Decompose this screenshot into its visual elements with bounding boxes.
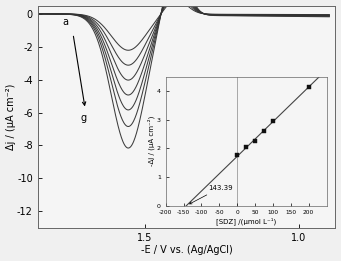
X-axis label: -E / V vs. (Ag/AgCl): -E / V vs. (Ag/AgCl): [141, 245, 233, 256]
Text: a: a: [62, 17, 68, 27]
Y-axis label: Δj / (μA cm⁻²): Δj / (μA cm⁻²): [5, 84, 16, 150]
Text: g: g: [81, 113, 87, 123]
